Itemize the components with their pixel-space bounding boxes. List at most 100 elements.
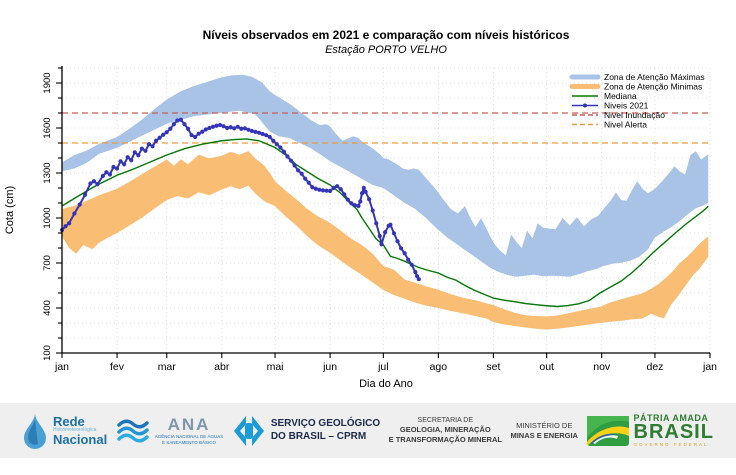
niveis-2021-marker	[391, 231, 397, 236]
ana-sub1: AGÊNCIA NACIONAL DE ÁGUAS	[154, 433, 224, 439]
niveis-2021-marker	[91, 179, 97, 184]
niveis-2021-marker	[358, 199, 363, 204]
niveis-2021-marker	[260, 131, 265, 137]
logo-ana: ANA AGÊNCIA NACIONAL DE ÁGUAS E SANEAMEN…	[116, 414, 224, 446]
niveis-2021-marker	[189, 133, 194, 138]
niveis-2021-marker	[299, 171, 304, 176]
niveis-2021-marker	[335, 184, 340, 189]
niveis-2021-marker	[338, 187, 343, 192]
niveis-2021-marker	[200, 129, 205, 134]
niveis-2021-marker	[242, 126, 247, 131]
zona-atencao-minimas-band	[62, 151, 709, 330]
x-tick-label: jun	[322, 361, 337, 373]
x-tick-label: mar	[158, 361, 177, 373]
chart-subtitle: Estação PORTO VELHO	[325, 44, 447, 56]
niveis-2021-marker	[171, 122, 176, 127]
niveis-2021-marker	[82, 192, 88, 197]
niveis-2021-marker	[175, 118, 180, 123]
niveis-2021-marker	[161, 132, 166, 137]
niveis-2021-marker	[153, 138, 159, 143]
y-tick-label: 1300	[42, 162, 53, 183]
brasil-line1: PÁTRIA AMADA	[633, 412, 709, 423]
niveis-2021-marker	[178, 117, 184, 122]
niveis-2021-marker	[377, 233, 382, 239]
niveis-2021-marker	[274, 142, 279, 147]
brasil-flag-icon	[586, 415, 629, 446]
niveis-2021-marker	[406, 257, 411, 262]
hydrograph-chart: 100 400 700 1000 1300 1600 1900 jan fev mar abr mai…	[42, 66, 717, 373]
niveis-2021-marker	[285, 154, 290, 159]
niveis-2021-marker	[288, 158, 294, 163]
brasil-line3: GOVERNO FEDERAL	[633, 441, 709, 447]
niveis-2021-marker	[146, 142, 152, 147]
rede-line2: Hidrometeorológica	[53, 427, 97, 433]
secretaria-line2: GEOLOGIA, MINERAÇÃO	[399, 425, 491, 435]
niveis-2021-marker	[196, 131, 201, 136]
niveis-2021-marker	[281, 149, 287, 154]
niveis-2021-marker	[185, 126, 191, 131]
niveis-2021-marker	[359, 191, 365, 196]
x-tick-label: abr	[214, 361, 230, 373]
ana-name: ANA	[167, 414, 211, 434]
chart-title: Níveis observados em 2021 e comparação c…	[202, 28, 570, 42]
niveis-2021-marker	[367, 197, 372, 202]
ministerio-line1: MINISTÉRIO DE	[516, 420, 573, 430]
niveis-2021-marker	[271, 138, 276, 143]
niveis-2021-marker	[150, 144, 155, 149]
legend-label: Nivel Inundação	[604, 110, 665, 120]
niveis-2021-marker	[125, 155, 130, 160]
niveis-2021-marker	[370, 208, 375, 213]
niveis-2021-marker	[249, 128, 255, 134]
secretaria-line1: SECRETARIA DE	[417, 417, 474, 425]
legend-marker-dot	[583, 103, 587, 108]
niveis-2021-marker	[214, 123, 219, 128]
legend-label: Zona de Atenção Minimas	[604, 82, 702, 92]
niveis-2021-marker	[349, 201, 354, 206]
niveis-2021-marker	[388, 222, 393, 227]
niveis-2021-marker	[182, 122, 187, 127]
niveis-2021-marker	[232, 126, 237, 131]
niveis-2021-marker	[303, 176, 308, 181]
niveis-2021-marker	[235, 124, 240, 129]
niveis-2021-marker	[374, 221, 379, 226]
y-tick-label: 1600	[42, 117, 53, 138]
niveis-2021-marker	[67, 221, 72, 226]
water-drop-icon	[24, 412, 46, 449]
niveis-2021-marker	[292, 163, 297, 168]
niveis-2021-marker	[356, 203, 361, 209]
niveis-2021-marker	[345, 197, 350, 202]
niveis-2021-marker	[132, 150, 137, 155]
niveis-2021-marker	[256, 130, 262, 135]
niveis-2021-marker	[239, 126, 244, 131]
niveis-2021-marker	[324, 188, 329, 193]
niveis-2021-marker	[416, 277, 421, 282]
y-tick-label: 400	[42, 300, 53, 316]
rede-line3: Nacional	[53, 432, 108, 447]
niveis-2021-marker	[63, 224, 68, 229]
niveis-2021-marker	[327, 188, 333, 194]
x-tick-label: jan	[54, 361, 69, 373]
niveis-2021-marker	[88, 181, 93, 186]
rede-line1: Rede	[53, 414, 85, 429]
x-tick-label: fev	[110, 361, 125, 373]
y-tick-label: 1000	[42, 207, 53, 228]
niveis-2021-marker	[193, 134, 198, 140]
niveis-2021-marker	[246, 127, 251, 132]
niveis-2021-marker	[207, 125, 212, 131]
niveis-2021-marker	[317, 187, 322, 192]
niveis-2021-marker	[379, 242, 384, 247]
legend-label: Mediana	[604, 91, 637, 101]
niveis-2021-marker	[136, 153, 141, 158]
sgb-line1: SERVIÇO GEOLÓGICO	[270, 418, 381, 429]
logo-patria-amada-brasil: PÁTRIA AMADA BRASIL GOVERNO FEDERAL	[586, 412, 714, 448]
niveis-2021-marker	[409, 262, 414, 267]
niveis-2021-marker	[217, 122, 223, 128]
niveis-2021-marker	[221, 124, 226, 129]
niveis-2021-marker	[225, 125, 230, 131]
y-tick-label: 700	[42, 255, 53, 271]
secretaria-line3: E TRANSFORMAÇÃO MINERAL	[388, 435, 502, 445]
niveis-2021-marker	[118, 159, 123, 164]
niveis-2021-marker	[253, 129, 258, 134]
niveis-2021-marker	[104, 170, 109, 175]
